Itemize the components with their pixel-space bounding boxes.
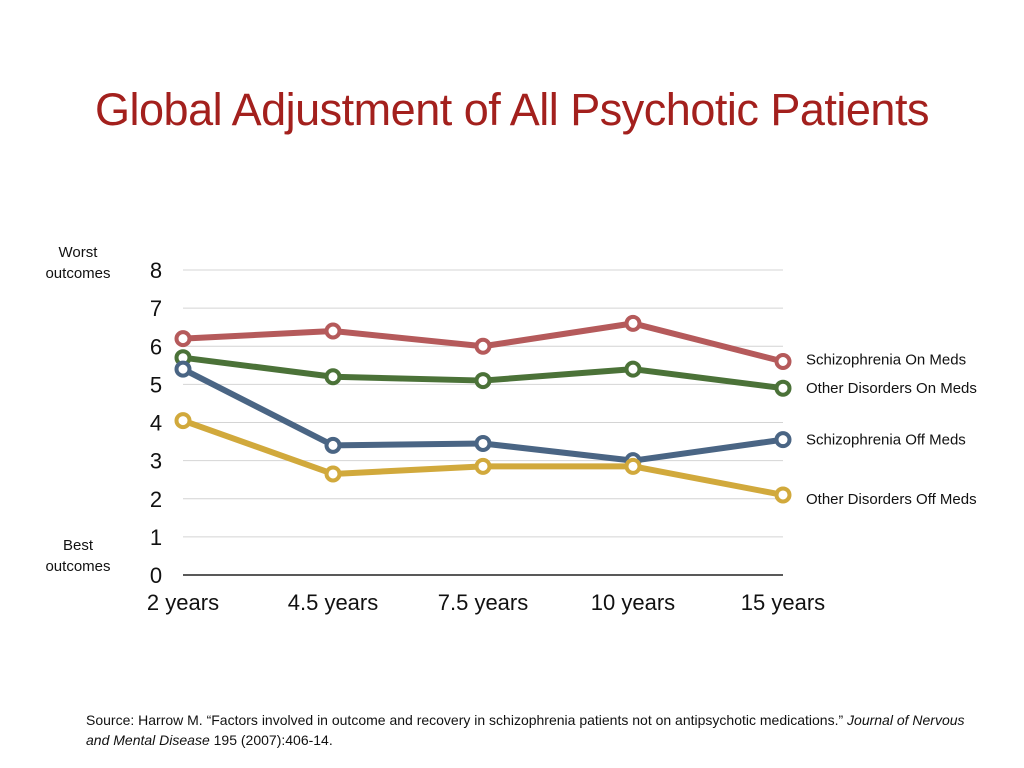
axes: 0 1 2 3 4 5 6 7 8 2 years 4.5 years 7.5 years 10 yea… (147, 258, 825, 615)
data-point (324, 436, 342, 454)
source-citation: Source: Harrow M. “Factors involved in o… (86, 710, 966, 750)
data-point (474, 337, 492, 355)
data-point (324, 368, 342, 386)
x-tick-label: 15 years (741, 590, 825, 615)
chart-title: Global Adjustment of All Psychotic Patie… (95, 84, 929, 135)
y-tick-label: 2 (150, 487, 162, 512)
data-point (324, 322, 342, 340)
y-tick-label: 5 (150, 372, 162, 397)
x-tick-label: 4.5 years (288, 590, 379, 615)
series-label: Schizophrenia On Meds (806, 352, 966, 369)
data-point (774, 379, 792, 397)
series-label: Schizophrenia Off Meds (806, 432, 966, 449)
y-tick-label: 6 (150, 334, 162, 359)
series-labels: Schizophrenia On Meds Other Disorders On … (806, 352, 977, 508)
best-outcomes-label: Best outcomes (45, 537, 111, 575)
data-point (324, 465, 342, 483)
y-tick-label: 4 (150, 411, 162, 436)
data-point (624, 360, 642, 378)
x-tick-label: 7.5 years (438, 590, 529, 615)
data-point (174, 360, 192, 378)
x-tick-label: 10 years (591, 590, 675, 615)
data-point (474, 372, 492, 390)
y-tick-label: 0 (150, 563, 162, 588)
source-suffix: 195 (2007):406-14. (209, 732, 333, 748)
data-point (174, 412, 192, 430)
y-tick-label: 3 (150, 449, 162, 474)
series-label: Other Disorders On Meds (806, 380, 977, 397)
data-point (174, 330, 192, 348)
series-lines (174, 314, 792, 504)
worst-outcomes-label: Worst outcomes (45, 244, 111, 282)
data-point (774, 431, 792, 449)
data-point (774, 353, 792, 370)
y-tick-label: 8 (150, 258, 162, 283)
x-tick-label: 2 years (147, 590, 219, 615)
y-tick-label: 7 (150, 296, 162, 321)
series-label: Other Disorders Off Meds (806, 491, 977, 508)
data-point (624, 457, 642, 475)
source-prefix: Source: Harrow M. “Factors involved in o… (86, 712, 848, 728)
data-point (624, 314, 642, 332)
y-tick-label: 1 (150, 525, 162, 550)
gridlines (183, 269, 783, 538)
data-point (474, 457, 492, 475)
source-journal: Journal of Nervous and Mental Disease (86, 712, 965, 748)
series-line (180, 417, 786, 498)
data-point (474, 434, 492, 452)
data-point (774, 486, 792, 504)
